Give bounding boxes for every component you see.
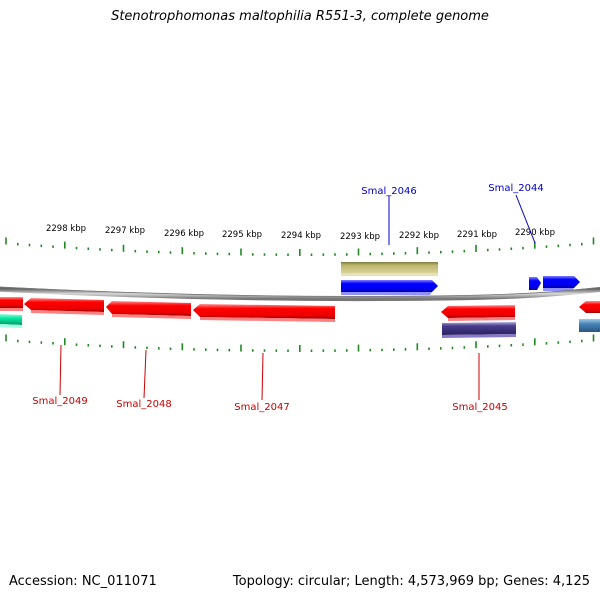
leader-smal-2048 — [143, 349, 147, 399]
gene-label-smal-2046[interactable]: Smal_2046 — [361, 186, 416, 197]
gene-smal-2046[interactable] — [341, 280, 438, 295]
kbp-label: 2297 kbp — [105, 226, 145, 236]
gene-left-edge[interactable] — [0, 297, 23, 311]
gene-smal-2045[interactable] — [441, 305, 515, 321]
gene-label-smal-2045[interactable]: Smal_2045 — [452, 402, 507, 413]
gene-right-edge[interactable] — [579, 301, 600, 313]
gene-smal-2047[interactable] — [193, 304, 335, 322]
leader-smal-2044 — [515, 194, 536, 244]
map-title: Stenotrophomonas maltophilia R551-3, com… — [111, 9, 489, 24]
leader-smal-2047 — [261, 352, 264, 401]
steel-feature — [579, 319, 600, 332]
gene-label-smal-2049[interactable]: Smal_2049 — [32, 396, 87, 407]
teal-feature — [0, 314, 22, 328]
kbp-label: 2292 kbp — [399, 231, 439, 241]
gene-smal-2049[interactable] — [24, 298, 104, 315]
gene-smal-2048[interactable] — [106, 301, 191, 319]
navy-feature — [442, 322, 516, 338]
leader-smal-2049 — [59, 344, 62, 396]
topology-text: Topology: circular; Length: 4,573,969 bp… — [232, 574, 590, 589]
gene-label-smal-2044[interactable]: Smal_2044 — [488, 183, 543, 194]
kbp-label: 2294 kbp — [281, 231, 321, 241]
gene-smal-2044-part1[interactable] — [529, 277, 541, 290]
gene-label-smal-2047[interactable]: Smal_2047 — [234, 402, 289, 413]
kbp-label: 2291 kbp — [457, 230, 497, 240]
gene-smal-2044-part2[interactable] — [543, 276, 580, 291]
khaki-feature — [341, 262, 438, 276]
genome-backbone — [0, 286, 600, 302]
kbp-label: 2296 kbp — [164, 229, 204, 239]
kbp-label: 2290 kbp — [515, 228, 555, 238]
kbp-label: 2293 kbp — [340, 232, 380, 242]
kbp-label: 2298 kbp — [46, 224, 86, 234]
accession-text: Accession: NC_011071 — [9, 574, 157, 589]
kbp-label: 2295 kbp — [222, 230, 262, 240]
scale-ticks-lower — [5, 334, 595, 352]
gene-label-smal-2048[interactable]: Smal_2048 — [116, 399, 171, 410]
